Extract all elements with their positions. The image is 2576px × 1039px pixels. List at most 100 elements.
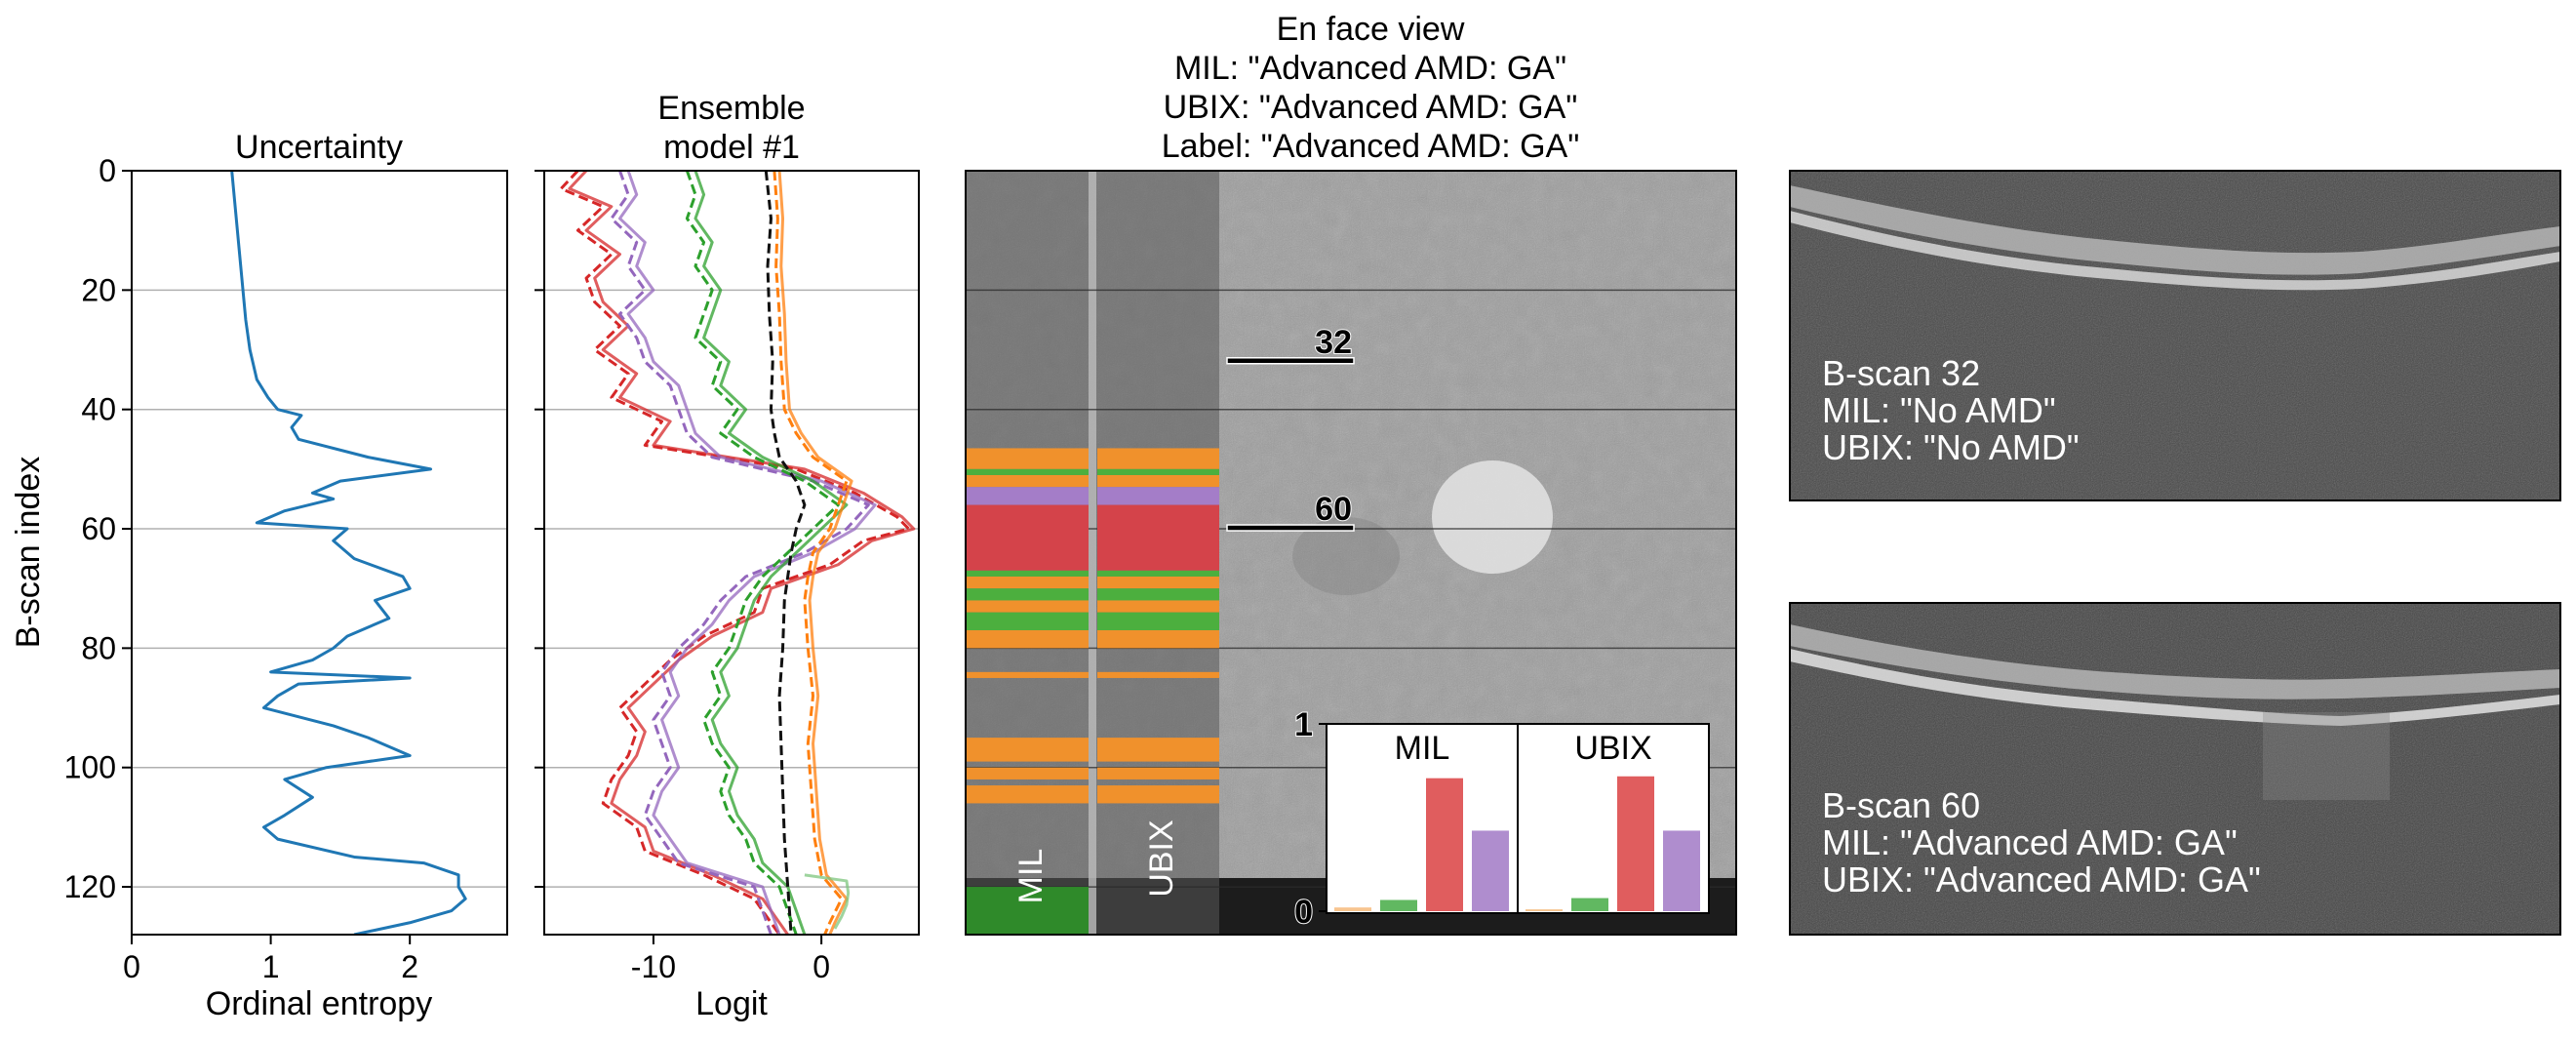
ubix-prediction-band [1097,612,1219,631]
ubix-prediction-band [1097,600,1219,613]
ubix-prediction-band [1097,448,1219,469]
uncertainty-ylabel: B-scan index [10,457,47,649]
ubix-prediction-band [1097,738,1219,762]
inset-mil-title: MIL [1395,730,1450,767]
inset-y-tick-label: 0 [1294,894,1313,931]
uncertainty-title: Uncertainty [235,129,403,166]
ubix-prediction-band [1097,630,1219,649]
mil-prediction-band [966,785,1089,804]
inset-y-tick-label: 1 [1294,706,1313,743]
inset-ubix-title: UBIX [1574,730,1651,767]
x-tick-label: 2 [401,949,418,984]
ensemble-title-line: model #1 [663,129,800,166]
inset-bar [1472,830,1509,911]
inset-bar [1571,898,1608,911]
uncertainty-axes-frame [131,170,508,936]
mil-prediction-band [966,588,1089,601]
ensemble-series-line [804,873,851,930]
uncertainty-series-line [230,171,467,935]
bscan-60-line-3: UBIX: "Advanced AMD: GA" [1822,859,2261,899]
inset-bar [1663,830,1700,911]
enface-title-line: En face view [1277,11,1465,48]
ubix-prediction-band [1097,468,1219,475]
ensemble-series-line [610,171,870,935]
ensemble-title-line: Ensemble [657,90,805,127]
ensemble-title: Ensemble model #1 [657,90,805,166]
mil-prediction-band [966,612,1089,631]
enface-title-line: MIL: "Advanced AMD: GA" [1174,50,1566,87]
bscan-60-panel: B-scan 60 MIL: "Advanced AMD: GA" UBIX: … [1789,602,2561,936]
ensemble-series-line [764,171,807,935]
bscan-marker-line [1226,524,1355,532]
bscan-60-frame [1789,602,2561,936]
mil-prediction-band [966,671,1089,678]
x-tick-label: -10 [631,949,676,984]
bscan-32-line-2: MIL: "No AMD" [1822,390,2056,430]
bscan-32-panel: B-scan 32 MIL: "No AMD" UBIX: "No AMD" [1789,170,2561,501]
atrophy-hypertransmission [2263,712,2390,800]
ubix-prediction-band [1097,576,1219,589]
bscan-32-line-1: B-scan 32 [1822,353,1980,393]
y-tick-label: 80 [81,630,116,665]
mil-prediction-band [966,630,1089,649]
inset-bar [1526,909,1563,911]
ubix-prediction-band [1097,570,1219,577]
ensemble-panel: Ensemble model #1 -10 0 Logit [535,90,920,1022]
ensemble-series-line [617,171,877,935]
ensemble-series-line [777,171,853,935]
bscan-32-line-3: UBIX: "No AMD" [1822,427,2080,467]
mil-prediction-band [966,738,1089,762]
uncertainty-xlabel: Ordinal entropy [206,985,432,1022]
enface-title-line: Label: "Advanced AMD: GA" [1162,128,1580,165]
mil-prediction-band [966,487,1089,505]
enface-image [966,171,1736,935]
rpe-layer [1790,211,2560,291]
y-tick-label: 40 [81,392,116,427]
enface-frame [965,170,1737,936]
ga-lesion [1432,460,1553,574]
ensemble-xlabel: Logit [695,985,768,1022]
y-tick-label: 60 [81,511,116,546]
inset-bar [1380,899,1417,911]
ensemble-series-line [685,171,840,935]
mil-prediction-band [966,600,1089,613]
ubix-prediction-band [1097,767,1219,779]
ubix-prediction-band [1097,487,1219,505]
ubix-prediction-band [1097,474,1219,488]
mil-column-label: MIL [1012,849,1050,904]
bscan-32-frame [1789,170,2561,501]
ensemble-series-line [559,171,911,935]
ensemble-series-line [773,171,849,935]
mil-prediction-band [966,468,1089,475]
ubix-prediction-band [1097,504,1219,571]
bscan-60-line-2: MIL: "Advanced AMD: GA" [1822,822,2238,862]
bscan-60-line-1: B-scan 60 [1822,785,1980,825]
mil-prediction-band [966,576,1089,589]
ubix-prediction-band [1097,671,1219,678]
inset-bar [1617,776,1654,911]
ubix-prediction-band [1097,588,1219,601]
mil-prediction-band [966,504,1089,571]
x-tick-label: 1 [262,949,280,984]
y-tick-label: 0 [99,153,116,188]
inset-bar [1426,778,1463,911]
bscan-marker-label: 60 [1315,491,1352,528]
ensemble-series-line [694,171,849,935]
bscan-marker-line [1226,357,1355,365]
inset-bar-chart: MIL UBIX 0 1 [1293,705,1710,932]
inset-bar [1334,907,1371,911]
mil-prediction-band [966,767,1089,779]
bscan-marker-label: 32 [1315,324,1352,361]
ubix-prediction-band [1097,785,1219,804]
x-tick-label: 0 [812,949,830,984]
y-tick-label: 20 [81,272,116,307]
enface-title-line: UBIX: "Advanced AMD: GA" [1164,89,1578,126]
retina-layer [1790,624,2560,699]
mil-prediction-band [966,570,1089,577]
mil-prediction-band [966,474,1089,488]
ubix-column-label: UBIX [1143,819,1180,897]
retina-layer [1790,185,2560,275]
mil-prediction-band [966,448,1089,469]
